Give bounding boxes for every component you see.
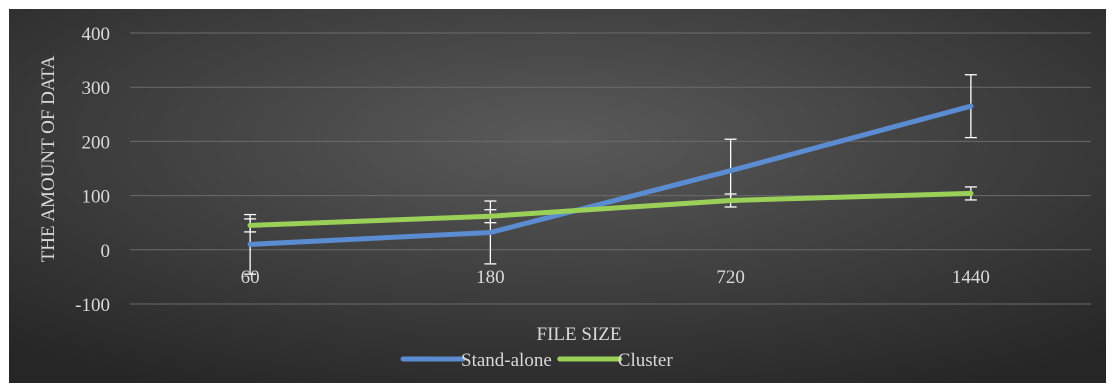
x-tick-label: 1440 bbox=[952, 267, 990, 288]
y-tick-label: 100 bbox=[82, 187, 111, 208]
x-tick-label: 720 bbox=[716, 267, 745, 288]
data-point-stand-alone bbox=[247, 241, 253, 247]
data-point-stand-alone bbox=[968, 103, 974, 109]
data-point-cluster bbox=[487, 213, 493, 219]
error-bars bbox=[244, 74, 977, 275]
x-axis-label: FILE SIZE bbox=[537, 324, 622, 345]
data-point-cluster bbox=[247, 222, 253, 228]
x-tick-label: 180 bbox=[476, 267, 505, 288]
series-line-cluster bbox=[247, 190, 974, 228]
line-chart: -100 0 100 200 300 400 60 180 720 1440 THE AMOUN… bbox=[9, 9, 1106, 383]
legend: Stand-alone Cluster bbox=[400, 350, 674, 371]
y-tick-label: 200 bbox=[82, 132, 111, 153]
y-tick-label: -100 bbox=[75, 295, 110, 316]
data-point-stand-alone bbox=[728, 168, 734, 174]
chart-area: -100 0 100 200 300 400 60 180 720 1440 THE AMOUN… bbox=[9, 9, 1106, 383]
x-tick-label: 60 bbox=[241, 267, 260, 288]
y-tick-label: 0 bbox=[101, 241, 111, 262]
legend-label-stand-alone: Stand-alone bbox=[461, 350, 552, 371]
data-point-cluster bbox=[728, 197, 734, 203]
series-line-stand-alone bbox=[247, 103, 974, 247]
y-tick-labels: -100 0 100 200 300 400 bbox=[75, 24, 110, 316]
legend-label-cluster: Cluster bbox=[618, 350, 674, 371]
data-point-cluster bbox=[968, 190, 974, 196]
data-point-stand-alone bbox=[487, 229, 493, 235]
y-tick-label: 300 bbox=[82, 78, 111, 99]
x-tick-labels: 60 180 720 1440 bbox=[241, 267, 990, 288]
series-lines bbox=[247, 103, 974, 247]
y-axis-label: THE AMOUNT OF DATA bbox=[38, 55, 59, 262]
y-tick-label: 400 bbox=[82, 24, 111, 45]
gridlines bbox=[130, 32, 1091, 305]
